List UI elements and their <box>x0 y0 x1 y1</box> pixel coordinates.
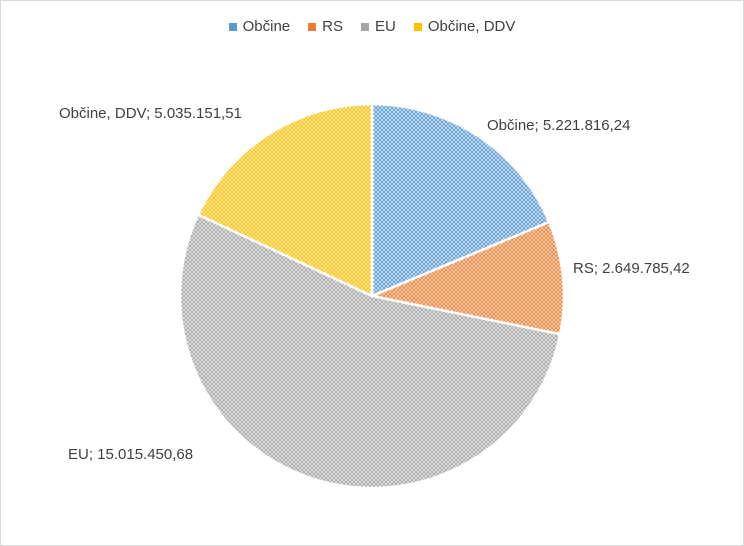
legend-label-obcine-ddv: Občine, DDV <box>427 18 516 35</box>
legend-label-obcine: Občine <box>242 18 291 35</box>
legend-item-obcine: Občine <box>228 18 291 35</box>
data-label-obcine: Občine; 5.221.816,24 <box>487 117 630 134</box>
pie-slice-obcine-ddv <box>196 102 374 298</box>
legend-item-rs: RS <box>308 18 343 35</box>
legend-label-eu: EU <box>374 18 396 35</box>
legend-swatch-obcine-ddv <box>413 22 422 31</box>
pie-slice-eu <box>178 213 562 490</box>
legend-item-eu: EU <box>360 18 396 35</box>
pie-slice-rs <box>370 220 566 336</box>
pie-slice-obcine <box>370 102 551 298</box>
legend-swatch-obcine <box>228 22 237 31</box>
pie-slices <box>178 102 566 490</box>
pie-data-labels: Občine; 5.221.816,24 RS; 2.649.785,42 EU; … <box>59 105 690 463</box>
legend-swatch-rs <box>308 22 317 31</box>
data-label-obcine-ddv: Občine, DDV; 5.035.151,51 <box>59 105 242 122</box>
legend: Občine RS EU Občine, DDV <box>0 18 744 35</box>
legend-label-rs: RS <box>322 18 343 35</box>
legend-item-obcine-ddv: Občine, DDV <box>413 18 516 35</box>
legend-swatch-eu <box>360 22 369 31</box>
data-label-rs: RS; 2.649.785,42 <box>573 260 690 277</box>
data-label-eu: EU; 15.015.450,68 <box>68 446 193 463</box>
